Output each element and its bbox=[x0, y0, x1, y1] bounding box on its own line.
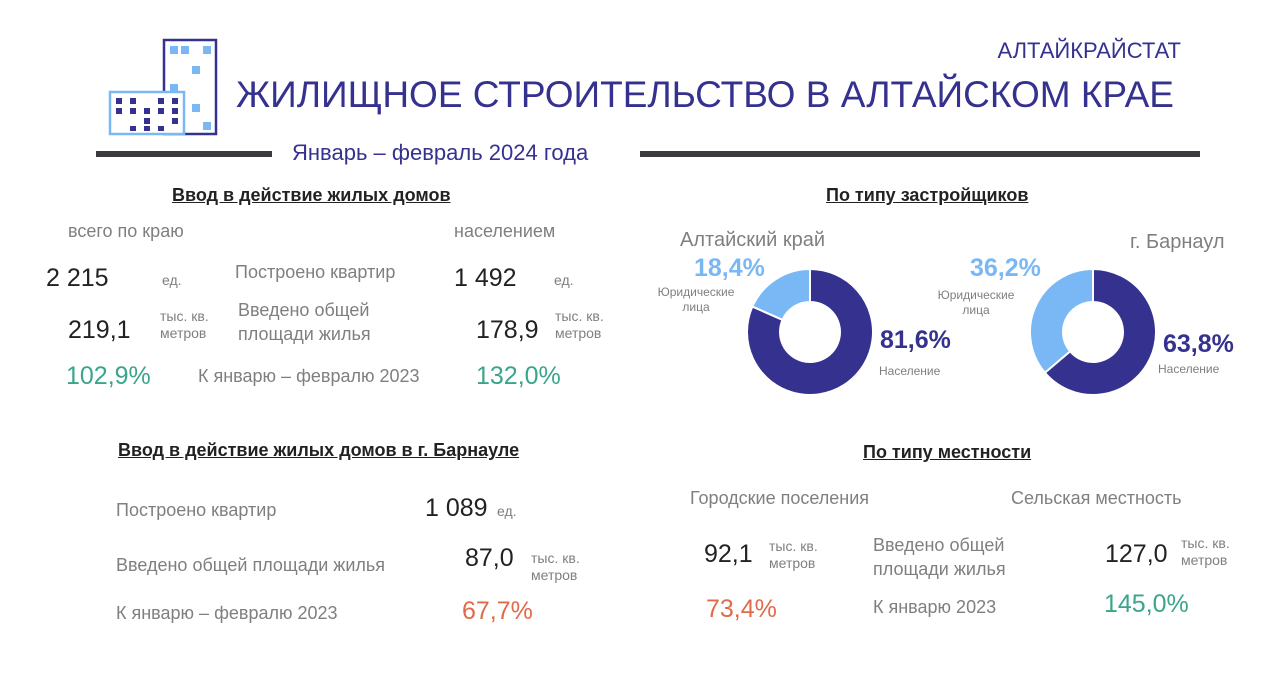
flats-pop: 1 492 bbox=[454, 264, 517, 292]
barnaul-heading: Ввод в действие жилых домов в г. Барнаул… bbox=[118, 440, 520, 460]
unit: ед. bbox=[497, 503, 517, 519]
rural-cmp: 145,0% bbox=[1104, 590, 1189, 618]
rural-area: 127,0 bbox=[1105, 540, 1168, 568]
chart-title-krai: Алтайский край bbox=[680, 229, 826, 251]
krai-heading: Ввод в действие жилых домов bbox=[172, 185, 451, 205]
divider-right bbox=[640, 151, 1200, 157]
col-pop: населением bbox=[454, 221, 556, 241]
unit: ед. bbox=[162, 272, 182, 288]
area-label: Введено общей площади жилья bbox=[873, 535, 1006, 579]
area: 87,0 bbox=[465, 544, 514, 572]
col-total: всего по краю bbox=[68, 221, 184, 241]
flats: 1 089 bbox=[425, 494, 488, 522]
unit: тыс. кв. метров bbox=[160, 308, 209, 341]
urban-label: Городские поселения bbox=[690, 488, 870, 508]
legend-barnaul-legal: Юридические лица bbox=[937, 288, 1015, 317]
cmp-pop: 132,0% bbox=[476, 362, 561, 390]
legend-krai-legal: Юридические лица bbox=[657, 285, 735, 314]
page-title: ЖИЛИЩНОЕ СТРОИТЕЛЬСТВО В АЛТАЙСКОМ КРАЕ bbox=[236, 74, 1174, 115]
developers-heading: По типу застройщиков bbox=[826, 185, 1029, 205]
cmp: 67,7% bbox=[462, 597, 533, 625]
period: Январь – февраль 2024 года bbox=[292, 140, 589, 165]
locality-heading: По типу местности bbox=[863, 442, 1032, 462]
flats-label: Построено квартир bbox=[235, 262, 396, 282]
cmp-label: К январю – февралю 2023 bbox=[116, 603, 338, 623]
unit: тыс. кв. метров bbox=[1181, 535, 1230, 568]
unit: ед. bbox=[554, 272, 574, 288]
donut-slice-krai-population bbox=[746, 267, 874, 396]
cmp-label: К январю 2023 bbox=[873, 597, 997, 617]
cmp-total: 102,9% bbox=[66, 362, 151, 390]
slice-label-barnaul-pop: 63,8% bbox=[1163, 330, 1234, 358]
cmp-label: К январю – февралю 2023 bbox=[198, 366, 420, 386]
donut-slice-barnaul-legal bbox=[1029, 267, 1094, 375]
buildings-logo-icon bbox=[108, 38, 218, 136]
urban-area: 92,1 bbox=[704, 540, 753, 568]
urban-cmp: 73,4% bbox=[706, 595, 777, 623]
area-label: Введено общей площади жилья bbox=[116, 555, 386, 575]
slice-label-krai-pop: 81,6% bbox=[880, 326, 951, 354]
area-label: Введено общей площади жилья bbox=[238, 300, 371, 344]
donut-slice-barnaul-population bbox=[1043, 267, 1157, 396]
area-pop: 178,9 bbox=[476, 316, 539, 344]
org-name: АЛТАЙКРАЙСТАТ bbox=[997, 38, 1181, 63]
chart-title-barnaul: г. Барнаул bbox=[1130, 231, 1225, 253]
unit: тыс. кв. метров bbox=[555, 308, 604, 341]
slice-label-krai-legal: 18,4% bbox=[694, 254, 765, 282]
divider-left bbox=[96, 151, 272, 157]
unit: тыс. кв. метров bbox=[531, 550, 580, 583]
flats-label: Построено квартир bbox=[116, 500, 277, 520]
area-total: 219,1 bbox=[68, 316, 131, 344]
legend-krai-pop: Население bbox=[879, 364, 941, 378]
legend-barnaul-pop: Население bbox=[1158, 362, 1220, 376]
rural-label: Сельская местность bbox=[1011, 488, 1182, 508]
flats-total: 2 215 bbox=[46, 264, 109, 292]
slice-label-barnaul-legal: 36,2% bbox=[970, 254, 1041, 282]
unit: тыс. кв. метров bbox=[769, 538, 818, 571]
